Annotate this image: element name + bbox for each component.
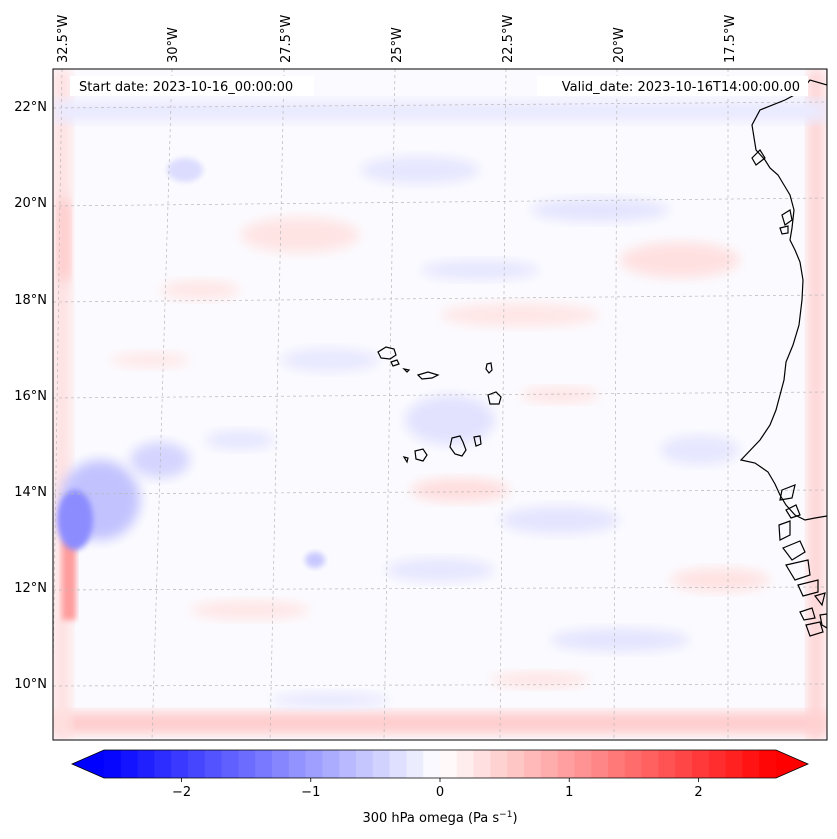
colorbar-swatch <box>188 750 206 778</box>
lat-label: 18°N <box>14 293 47 308</box>
colorbar-swatch <box>524 750 542 778</box>
colorbar-swatch <box>339 750 357 778</box>
colorbar-swatch <box>557 750 575 778</box>
colorbar-swatch <box>372 750 391 778</box>
lon-label: 25°W <box>390 27 405 63</box>
lat-label: 20°N <box>14 196 47 211</box>
colorbar-swatch <box>104 750 122 778</box>
colorbar-swatch <box>591 750 609 778</box>
colorbar-swatch <box>120 750 139 778</box>
colorbar-label: 300 hPa omega (Pa s−1) <box>362 810 517 826</box>
start-date-label: Start date: 2023-10-16_00:00:00 <box>79 80 293 95</box>
colorbar-swatch <box>507 750 525 778</box>
lat-label: 22°N <box>14 100 47 115</box>
colorbar-swatch <box>406 750 424 778</box>
colorbar-swatch <box>742 750 760 778</box>
lon-label: 22.5°W <box>501 15 516 63</box>
colorbar-min-extend <box>72 750 104 778</box>
african-coastline <box>739 69 827 521</box>
colorbar-swatch <box>692 750 710 778</box>
colorbar-swatch <box>389 750 407 778</box>
colorbar-swatch <box>708 750 727 778</box>
lat-label: 14°N <box>14 485 47 500</box>
colorbar-swatch <box>490 750 508 778</box>
colorbar-outline <box>71 749 809 779</box>
colorbar-swatch <box>171 750 189 778</box>
colorbar-swatch <box>423 750 441 778</box>
island-brava <box>402 456 409 464</box>
colorbar-swatch <box>204 750 223 778</box>
island-maio <box>473 435 482 447</box>
island-fogo <box>414 448 428 462</box>
colorbar-swatch <box>255 750 273 778</box>
colorbar-swatch <box>574 750 592 778</box>
colorbar-swatch <box>272 750 290 778</box>
lat-label: 12°N <box>14 581 47 596</box>
colorbar-tick-label: −1 <box>301 785 320 800</box>
lon-label: 20°W <box>612 27 627 63</box>
colorbar-swatch <box>624 750 643 778</box>
island-sao-vicente <box>390 359 400 367</box>
colorbar-swatch <box>322 750 340 778</box>
colorbar-swatch <box>473 750 491 778</box>
valid-date-label: Valid_date: 2023-10-16T14:00:00.00 <box>562 80 800 95</box>
colorbar-max-extend <box>776 750 808 778</box>
colorbar-swatch <box>356 750 374 778</box>
colorbar-swatch <box>221 750 239 778</box>
colorbar-swatch <box>641 750 659 778</box>
colorbar-swatch <box>725 750 743 778</box>
colorbar-swatch <box>658 750 676 778</box>
colorbar-tick-label: 0 <box>436 785 444 800</box>
island-santo-antao <box>377 346 397 360</box>
longitude-labels: 32.5°W 30°W 27.5°W 25°W 22.5°W 20°W 17.5… <box>56 15 738 63</box>
lon-label: 30°W <box>166 27 181 63</box>
colorbar-swatch <box>440 750 458 778</box>
colorbar-swatch <box>759 750 777 778</box>
colorbar-swatch <box>305 750 323 778</box>
colorbar-swatch <box>456 750 475 778</box>
latitude-labels: 22°N 20°N 18°N 16°N 14°N 12°N 10°N <box>14 100 47 692</box>
island-sal <box>485 362 493 374</box>
colorbar: −2 −1 0 1 2 300 hPa omega (Pa s−1) <box>71 749 809 826</box>
colorbar-swatches <box>104 750 777 778</box>
colorbar-swatch <box>675 750 693 778</box>
map-frame <box>52 68 828 741</box>
colorbar-swatch <box>608 750 626 778</box>
island-boa-vista <box>487 391 502 405</box>
omega-field <box>53 69 827 740</box>
colorbar-ticks: −2 −1 0 1 2 <box>172 778 703 800</box>
island-sao-nicolau <box>416 371 440 380</box>
colorbar-swatch <box>540 750 559 778</box>
lon-label: 17.5°W <box>723 15 738 63</box>
valid-date-box <box>537 76 808 96</box>
island-santa-luzia <box>402 368 411 373</box>
colorbar-tick-label: 2 <box>694 785 702 800</box>
colorbar-tick-label: 1 <box>565 785 573 800</box>
lat-label: 10°N <box>14 677 47 692</box>
island-santiago <box>449 435 467 457</box>
coastlines <box>377 69 827 637</box>
start-date-box <box>70 76 314 96</box>
colorbar-tick-label: −2 <box>172 785 191 800</box>
colorbar-swatch <box>288 750 307 778</box>
colorbar-swatch <box>154 750 172 778</box>
map-panel: Start date: 2023-10-16_00:00:00 Valid_da… <box>52 68 828 741</box>
lat-label: 16°N <box>14 389 47 404</box>
gridlines <box>53 69 827 740</box>
lon-label: 27.5°W <box>279 15 294 63</box>
colorbar-swatch <box>137 750 155 778</box>
colorbar-swatch <box>238 750 256 778</box>
lon-label: 32.5°W <box>56 15 71 63</box>
